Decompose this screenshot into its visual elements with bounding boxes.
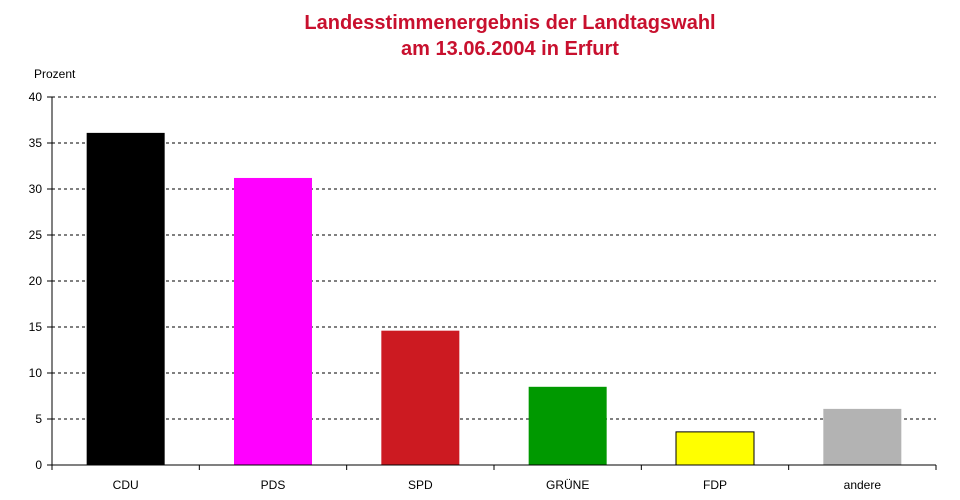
x-tick-label: GRÜNE (546, 478, 589, 492)
bar-spd (381, 330, 460, 465)
x-tick-label: andere (844, 478, 882, 492)
bar-cdu (86, 132, 165, 465)
y-tick-label: 40 (29, 90, 43, 104)
bar-andere (823, 408, 902, 465)
y-tick-label: 35 (29, 136, 43, 150)
y-tick-label: 15 (29, 320, 43, 334)
y-axis-label: Prozent (34, 67, 76, 81)
x-tick-label: FDP (703, 478, 727, 492)
chart-subtitle: am 13.06.2004 in Erfurt (401, 38, 619, 60)
chart-title: Landesstimmenergebnis der Landtagswahl (304, 12, 716, 34)
y-tick-label: 0 (35, 458, 42, 472)
y-tick-label: 5 (35, 412, 42, 426)
y-tick-label: 20 (29, 274, 43, 288)
x-tick-label: SPD (408, 478, 433, 492)
y-tick-label: 30 (29, 182, 43, 196)
x-tick-label: PDS (261, 478, 286, 492)
bar-fdp (675, 431, 755, 466)
x-tick-label: CDU (113, 478, 139, 492)
bar-pds (234, 177, 312, 465)
bar-grüne (528, 386, 607, 465)
y-tick-label: 25 (29, 228, 43, 242)
y-tick-label: 10 (29, 366, 43, 380)
